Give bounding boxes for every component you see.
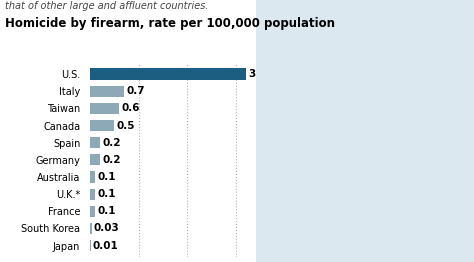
Text: 0.1: 0.1 <box>97 206 116 216</box>
Bar <box>90 86 124 97</box>
Text: 0.5: 0.5 <box>117 121 136 130</box>
Text: 0.6: 0.6 <box>122 103 140 113</box>
Text: 0.2: 0.2 <box>102 138 121 148</box>
Bar <box>90 171 95 183</box>
Bar <box>90 154 100 165</box>
Bar <box>90 206 95 217</box>
Text: 0.01: 0.01 <box>93 241 118 251</box>
Text: 0.7: 0.7 <box>127 86 145 96</box>
Bar <box>90 137 100 148</box>
Text: that of other large and affluent countries.: that of other large and affluent countri… <box>5 1 208 11</box>
Bar <box>90 68 246 80</box>
Text: 3.2: 3.2 <box>248 69 267 79</box>
Text: Homicide by firearm, rate per 100,000 population: Homicide by firearm, rate per 100,000 po… <box>5 17 335 30</box>
Bar <box>90 189 95 200</box>
Text: 0.1: 0.1 <box>97 172 116 182</box>
Bar <box>90 240 91 251</box>
Text: 0.1: 0.1 <box>97 189 116 199</box>
Text: 0.2: 0.2 <box>102 155 121 165</box>
Bar <box>90 103 119 114</box>
Bar <box>90 120 114 131</box>
Text: 0.03: 0.03 <box>94 223 120 233</box>
Bar <box>90 223 91 234</box>
